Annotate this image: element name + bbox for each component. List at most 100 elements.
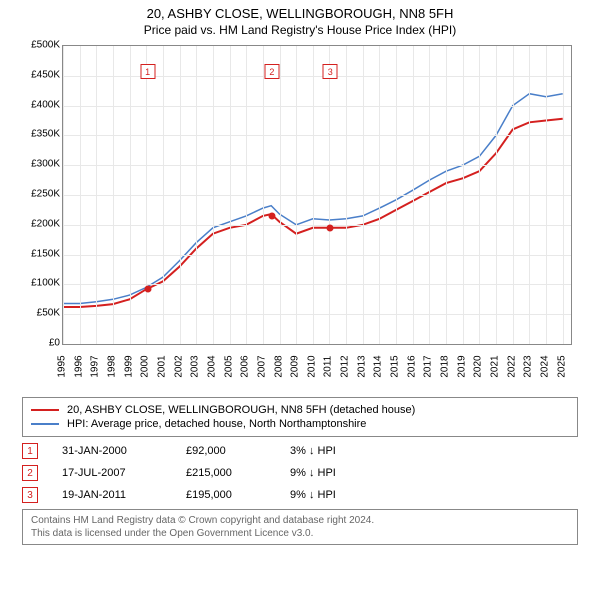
footer-line-1: Contains HM Land Registry data © Crown c… — [31, 514, 569, 527]
x-gridline — [413, 46, 414, 344]
x-gridline — [180, 46, 181, 344]
y-gridline — [63, 165, 571, 166]
legend-swatch — [31, 409, 59, 411]
y-axis-label: £150K — [20, 248, 60, 259]
x-gridline — [80, 46, 81, 344]
y-gridline — [63, 255, 571, 256]
x-gridline — [479, 46, 480, 344]
chart-title: 20, ASHBY CLOSE, WELLINGBOROUGH, NN8 5FH — [0, 6, 600, 21]
x-gridline — [546, 46, 547, 344]
sale-row: 1 31-JAN-2000 £92,000 3% ↓ HPI — [22, 443, 578, 459]
chart-sale-marker: 3 — [323, 64, 338, 79]
x-axis-label: 2016 — [406, 355, 417, 377]
x-gridline — [113, 46, 114, 344]
x-gridline — [246, 46, 247, 344]
x-axis-label: 2011 — [323, 356, 334, 378]
x-axis-label: 2019 — [456, 355, 467, 377]
x-gridline — [396, 46, 397, 344]
x-gridline — [230, 46, 231, 344]
chart-area: 1 2 3 £0 £50K £100K £150K £200K £250K £300K £350K… — [20, 41, 580, 391]
chart-sale-marker: 1 — [140, 64, 155, 79]
x-gridline — [429, 46, 430, 344]
x-axis-label: 2025 — [556, 355, 567, 377]
sale-date: 19-JAN-2011 — [62, 489, 162, 501]
x-gridline — [296, 46, 297, 344]
x-axis-label: 2002 — [173, 355, 184, 377]
legend-label: 20, ASHBY CLOSE, WELLINGBOROUGH, NN8 5FH… — [67, 404, 415, 416]
sale-hpi-diff: 3% ↓ HPI — [290, 445, 390, 457]
sale-price: £195,000 — [186, 489, 266, 501]
x-gridline — [146, 46, 147, 344]
x-axis-label: 2010 — [306, 355, 317, 377]
y-gridline — [63, 195, 571, 196]
x-axis-label: 2006 — [240, 355, 251, 377]
x-axis-label: 2000 — [140, 355, 151, 377]
x-gridline — [63, 46, 64, 344]
x-axis-label: 2017 — [423, 355, 434, 377]
chart-container: 20, ASHBY CLOSE, WELLINGBOROUGH, NN8 5FH… — [0, 6, 600, 596]
x-axis-label: 2023 — [523, 355, 534, 377]
x-gridline — [96, 46, 97, 344]
y-gridline — [63, 135, 571, 136]
x-gridline — [513, 46, 514, 344]
y-axis-label: £200K — [20, 218, 60, 229]
x-axis-label: 2005 — [223, 355, 234, 377]
y-axis-label: £50K — [20, 308, 60, 319]
x-axis-label: 1997 — [90, 355, 101, 377]
x-gridline — [313, 46, 314, 344]
x-gridline — [213, 46, 214, 344]
x-gridline — [363, 46, 364, 344]
y-axis-label: £450K — [20, 69, 60, 80]
y-gridline — [63, 225, 571, 226]
x-axis-label: 1999 — [123, 355, 134, 377]
sale-point-dot — [144, 286, 151, 293]
x-gridline — [496, 46, 497, 344]
legend-box: 20, ASHBY CLOSE, WELLINGBOROUGH, NN8 5FH… — [22, 397, 578, 437]
x-axis-label: 2004 — [206, 355, 217, 377]
x-axis-label: 2001 — [156, 355, 167, 377]
y-gridline — [63, 284, 571, 285]
x-axis-label: 2009 — [290, 355, 301, 377]
x-axis-label: 2007 — [256, 355, 267, 377]
legend-item: HPI: Average price, detached house, Nort… — [31, 418, 569, 430]
y-axis-label: £500K — [20, 40, 60, 51]
sale-date: 17-JUL-2007 — [62, 467, 162, 479]
legend-item: 20, ASHBY CLOSE, WELLINGBOROUGH, NN8 5FH… — [31, 404, 569, 416]
y-axis-label: £0 — [20, 338, 60, 349]
y-gridline — [63, 106, 571, 107]
x-axis-label: 1996 — [73, 355, 84, 377]
x-axis-label: 2013 — [356, 355, 367, 377]
y-axis-label: £300K — [20, 159, 60, 170]
legend-label: HPI: Average price, detached house, Nort… — [67, 418, 366, 430]
x-axis-label: 1998 — [106, 355, 117, 377]
sale-price: £215,000 — [186, 467, 266, 479]
x-axis-label: 2021 — [490, 355, 501, 377]
sale-row: 217-JUL-2007£215,0009% ↓ HPI — [22, 465, 578, 481]
sale-hpi-diff: 9% ↓ HPI — [290, 489, 390, 501]
sale-point-dot — [268, 212, 275, 219]
x-axis-label: 1995 — [57, 355, 68, 377]
x-gridline — [130, 46, 131, 344]
x-gridline — [463, 46, 464, 344]
y-axis-label: £100K — [20, 278, 60, 289]
x-axis-label: 2014 — [373, 355, 384, 377]
sale-price: £92,000 — [186, 445, 266, 457]
chart-sale-marker: 2 — [264, 64, 279, 79]
y-axis-label: £350K — [20, 129, 60, 140]
y-axis-label: £400K — [20, 99, 60, 110]
sale-date: 31-JAN-2000 — [62, 445, 162, 457]
sale-badge: 1 — [22, 443, 38, 459]
chart-subtitle: Price paid vs. HM Land Registry's House … — [0, 23, 600, 37]
x-gridline — [280, 46, 281, 344]
sale-badge: 2 — [22, 465, 38, 481]
x-gridline — [196, 46, 197, 344]
x-gridline — [379, 46, 380, 344]
sales-table: 1 31-JAN-2000 £92,000 3% ↓ HPI 2 17-JUL-2007 £… — [22, 443, 578, 503]
x-axis-label: 2022 — [506, 355, 517, 377]
y-axis-label: £250K — [20, 189, 60, 200]
sale-row: 319-JAN-2011£195,0009% ↓ HPI — [22, 487, 578, 503]
x-gridline — [563, 46, 564, 344]
footer-line-2: This data is licensed under the Open Gov… — [31, 527, 569, 540]
x-axis-label: 2020 — [473, 355, 484, 377]
footer-box: Contains HM Land Registry data © Crown c… — [22, 509, 578, 545]
